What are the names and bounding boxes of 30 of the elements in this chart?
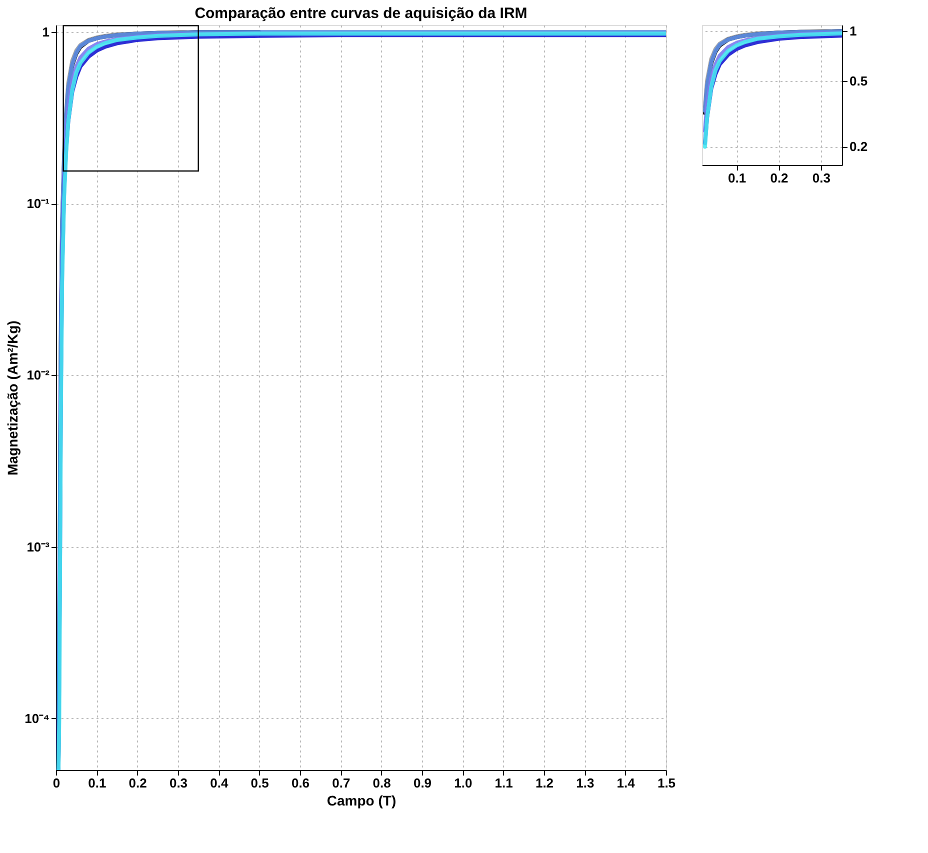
y-tick-label: 10⁻²: [26, 368, 50, 383]
x-tick-label: 0.1: [728, 170, 746, 186]
x-tick-label: 0.1: [88, 776, 106, 790]
chart-title: Comparação entre curvas de aquisição da IRM: [194, 5, 528, 22]
x-tick-label: 1.3: [576, 776, 594, 790]
x-tick-label: 0.5: [250, 776, 269, 790]
x-tick-label: 0: [52, 776, 60, 790]
x-tick-label: 0.3: [812, 170, 830, 186]
x-tick-label: 0.6: [291, 776, 310, 790]
y-tick-label: 0.5: [850, 73, 868, 88]
x-tick-label: 1.1: [494, 776, 513, 790]
x-tick-label: 0.3: [169, 776, 188, 790]
y-tick-label: 1: [42, 24, 50, 40]
y-tick-label: 1: [850, 24, 857, 39]
y-axis-title: Magnetização (Am²/Kg): [4, 320, 21, 476]
x-tick-label: 0.8: [372, 776, 391, 790]
x-tick-label: 0.7: [332, 776, 350, 790]
x-tick-label: 1.4: [616, 776, 636, 790]
y-tick-label: 10⁻³: [26, 539, 50, 554]
x-tick-label: 1.5: [657, 776, 676, 790]
x-tick-label: 0.4: [210, 776, 229, 790]
x-tick-label: 1.0: [454, 776, 472, 790]
x-tick-label: 0.2: [770, 170, 788, 186]
y-tick-label: 10⁻⁴: [24, 710, 50, 726]
x-tick-label: 0.2: [128, 776, 147, 790]
x-tick-label: 1.2: [535, 776, 554, 790]
y-tick-label: 0.2: [850, 139, 868, 154]
y-tick-label: 10⁻¹: [26, 196, 50, 212]
x-tick-label: 0.9: [413, 776, 432, 790]
x-axis-title: Campo (T): [326, 792, 396, 808]
